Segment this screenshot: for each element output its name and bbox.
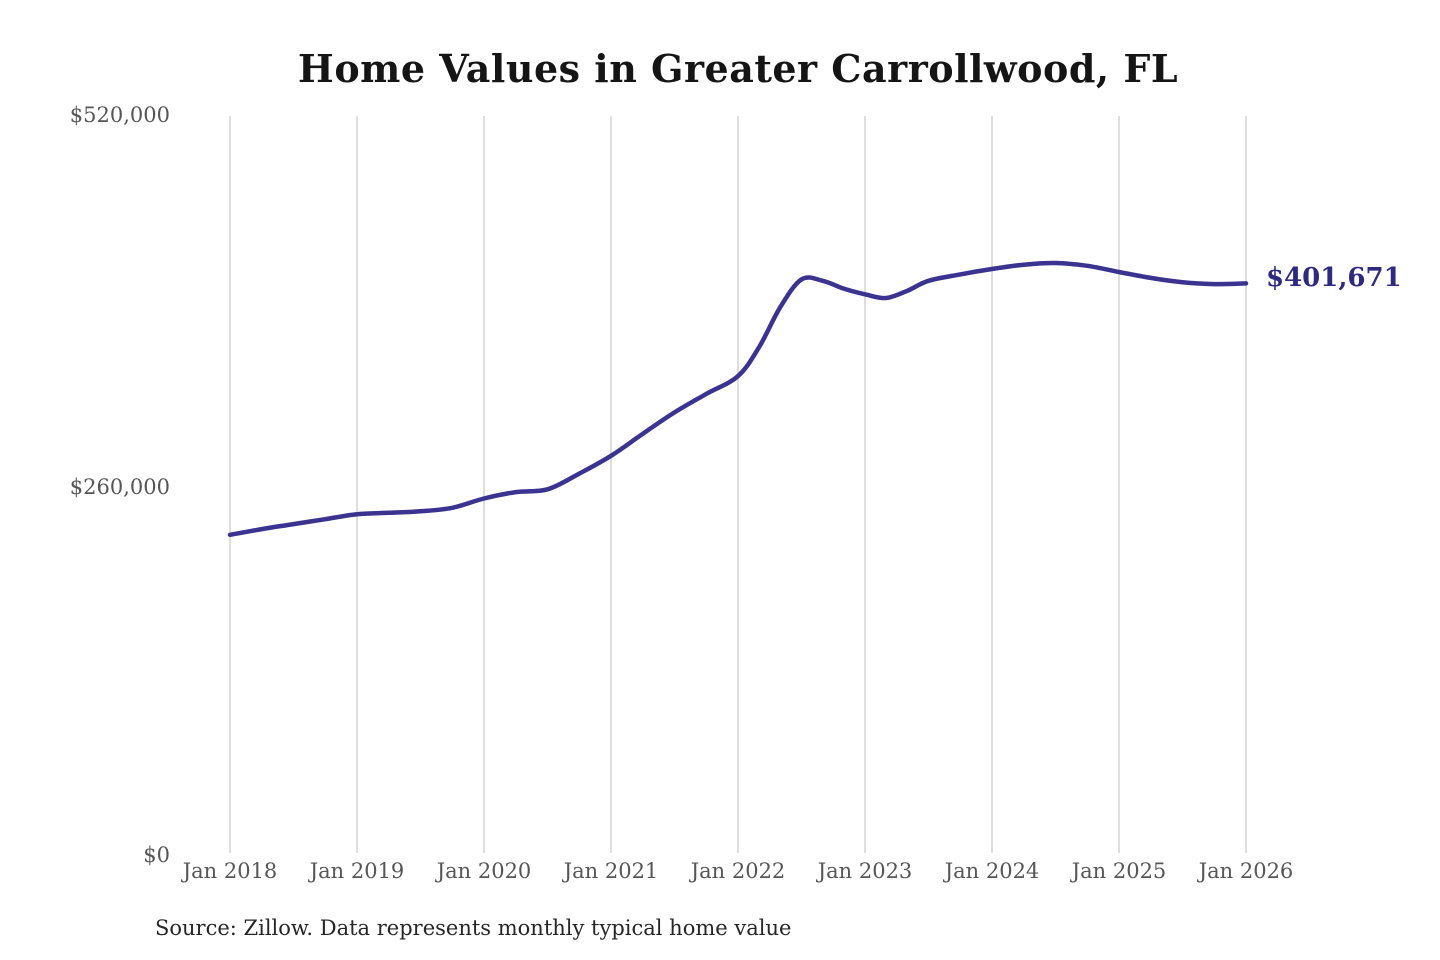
x-tick-label-jan-2020: Jan 2020: [436, 859, 532, 883]
value-line: [227, 260, 1249, 538]
y-tick-label-260000: $260,000: [69, 475, 170, 499]
x-tick-label-jan-2023: Jan 2023: [817, 859, 913, 883]
y-tick-label-0: $0: [143, 843, 170, 867]
gridlines: [229, 116, 1247, 853]
x-tick-label-jan-2025: Jan 2025: [1071, 859, 1167, 883]
chart-title: Home Values in Greater Carrollwood, FL: [297, 46, 1179, 91]
x-tick-label-jan-2018: Jan 2018: [182, 859, 278, 883]
x-tick-label-jan-2022: Jan 2022: [690, 859, 786, 883]
source-note: Source: Zillow. Data represents monthly …: [155, 916, 792, 940]
y-tick-label-520000: $520,000: [69, 103, 170, 127]
x-tick-label-jan-2024: Jan 2024: [944, 859, 1040, 883]
x-tick-label-jan-2019: Jan 2019: [309, 859, 405, 883]
current-value-label: $401,671: [1266, 263, 1402, 293]
x-tick-label-jan-2026: Jan 2026: [1198, 859, 1294, 883]
x-tick-label-jan-2021: Jan 2021: [563, 859, 659, 883]
